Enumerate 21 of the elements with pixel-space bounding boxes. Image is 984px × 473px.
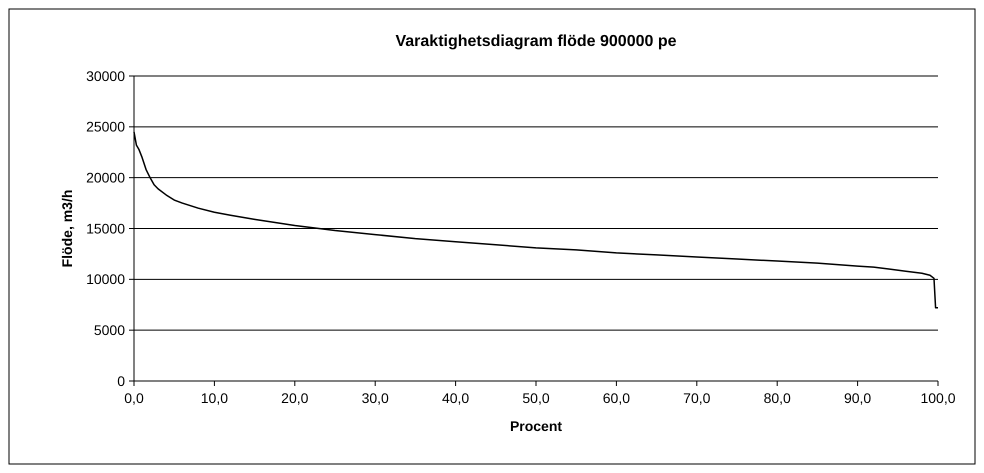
y-tick-label: 5000 [94,322,126,338]
x-tick-label: 90,0 [844,390,872,406]
x-tick-label: 40,0 [442,390,470,406]
y-tick-label: 10000 [86,271,126,288]
y-tick-label: 25000 [86,118,126,135]
y-tick-label: 0 [117,372,126,389]
x-tick-label: 0,0 [124,390,144,406]
y-tick-label: 30000 [86,68,126,84]
x-tick-label: 10,0 [200,390,228,406]
chart-title: Varaktighetsdiagram flöde 900000 pe [395,33,677,50]
y-axis-title: Flöde, m3/h [59,190,75,268]
y-tick-label: 20000 [86,170,126,186]
y-tick-label: 15000 [86,220,126,236]
x-tick-label: 100,0 [920,390,956,406]
x-tick-label: 60,0 [602,390,630,406]
x-tick-label: 20,0 [281,390,309,406]
x-tick-label: 70,0 [683,390,711,406]
x-tick-label: 30,0 [362,390,390,406]
x-tick-label: 80,0 [764,390,792,406]
x-axis-title: Procent [510,418,562,434]
x-tick-label: 50,0 [522,390,550,406]
